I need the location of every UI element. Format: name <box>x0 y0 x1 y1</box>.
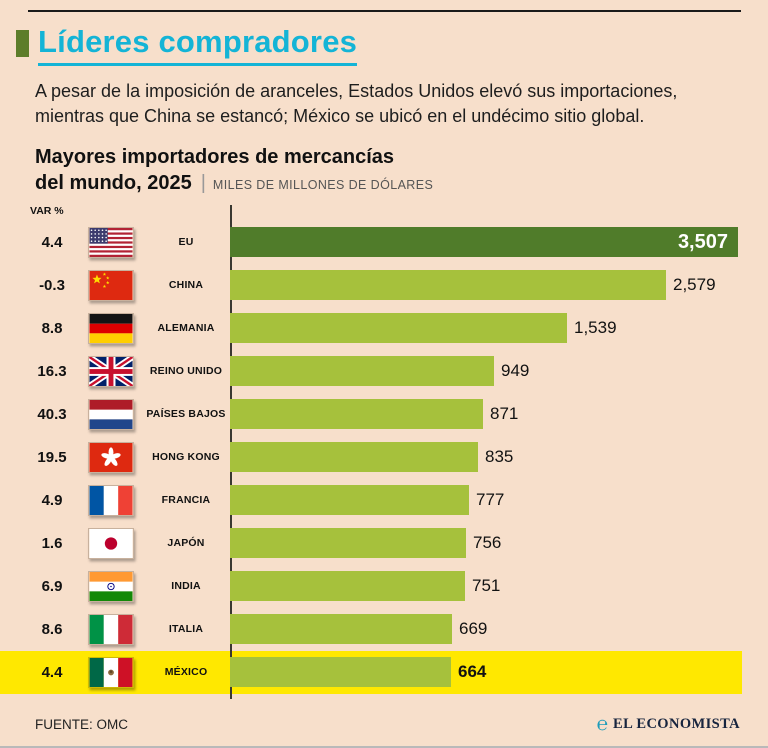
bar-cell: 871 <box>230 399 742 430</box>
importer-row: 4.4 EU 3,507 <box>0 221 742 264</box>
chart-title-line1: Mayores importadores de mercancías <box>35 146 395 169</box>
country-label: PAÍSES BAJOS <box>146 408 226 421</box>
importer-row: 8.6 ITALIA 669 <box>0 608 742 651</box>
flag-hk-icon <box>80 441 142 473</box>
import-value: 2,579 <box>673 275 716 295</box>
header: Líderes compradores <box>0 0 768 66</box>
title-bullet <box>16 30 29 57</box>
chart-title-line2: del mundo, 2025 | MILES DE MILLONES DE DÓL… <box>35 171 768 197</box>
importer-row: 4.9 FRANCIA 777 <box>0 479 742 522</box>
chart-rows: 4.4 EU 3,507 -0.3 CHINA 2,579 8.8 ALEMANIA 1,539… <box>0 221 742 694</box>
importer-row: 40.3 PAÍSES BAJOS 871 <box>0 393 742 436</box>
flag-jp-icon <box>80 527 142 559</box>
var-percent-value: 16.3 <box>37 362 67 380</box>
var-percent-value: 6.9 <box>41 577 63 595</box>
intro-line1: A pesar de la imposición de aranceles, E… <box>35 81 678 101</box>
import-bar <box>230 442 478 473</box>
top-rule <box>28 10 741 12</box>
import-bar <box>230 614 452 645</box>
var-percent-value: 4.4 <box>41 663 63 681</box>
country-label: EU <box>178 236 194 249</box>
import-bar <box>230 571 465 602</box>
title-units-divider: | <box>200 171 206 194</box>
intro-text: A pesar de la imposición de aranceles, E… <box>35 79 738 129</box>
import-value: 756 <box>473 533 502 553</box>
country-label: CHINA <box>168 279 204 292</box>
bar-cell: 3,507 <box>230 227 742 258</box>
flag-cn-icon <box>80 269 142 301</box>
source-label: FUENTE: OMC <box>35 717 128 732</box>
importer-row: 19.5 HONG KONG 835 <box>0 436 742 479</box>
flag-in-icon <box>80 570 142 602</box>
flag-us-icon <box>80 226 142 258</box>
import-value: 949 <box>501 361 530 381</box>
import-bar: 3,507 <box>230 227 738 258</box>
import-value: 669 <box>459 619 488 639</box>
intro-line2: mientras que China se estancó; México se… <box>35 106 645 127</box>
bar-cell: 2,579 <box>230 270 742 301</box>
country-label: HONG KONG <box>152 451 220 464</box>
import-value: 1,539 <box>574 318 617 338</box>
var-percent-value: 19.5 <box>37 448 67 466</box>
bar-cell: 777 <box>230 485 742 516</box>
flag-de-icon <box>80 312 142 344</box>
bar-cell: 664 <box>230 657 742 688</box>
bar-cell: 949 <box>230 356 742 387</box>
el-economista-logo-icon: ℮ <box>596 714 608 735</box>
import-value: 871 <box>490 404 519 424</box>
importer-row: 16.3 REINO UNIDO 949 <box>0 350 742 393</box>
bar-cell: 756 <box>230 528 742 559</box>
var-percent-value: 8.6 <box>41 620 63 638</box>
brand-logo: ℮ EL ECONOMISTA <box>597 715 740 734</box>
country-label: JAPÓN <box>167 537 205 550</box>
bar-cell: 669 <box>230 614 742 645</box>
units-label: MILES DE MILLONES DE DÓLARES <box>212 177 434 192</box>
var-percent-value: 4.9 <box>41 491 63 509</box>
country-label: REINO UNIDO <box>149 365 223 378</box>
import-value: 777 <box>476 490 505 510</box>
import-value: 835 <box>485 447 514 467</box>
importer-row: 4.4 MÉXICO 664 <box>0 650 742 694</box>
country-label: ITALIA <box>168 623 204 636</box>
bar-cell: 751 <box>230 571 742 602</box>
country-label: ALEMANIA <box>157 322 215 335</box>
bar-chart: VAR % 4.4 EU 3,507 -0.3 CHINA 2,579 8.8 ALEMANI… <box>0 204 768 699</box>
country-label: MÉXICO <box>164 666 208 679</box>
country-label: FRANCIA <box>161 494 211 507</box>
flag-nl-icon <box>80 398 142 430</box>
importer-row: 6.9 INDIA 751 <box>0 565 742 608</box>
footer: FUENTE: OMC ℮ EL ECONOMISTA <box>35 715 740 734</box>
bar-cell: 835 <box>230 442 742 473</box>
flag-mx-icon <box>80 656 142 688</box>
var-percent-value: -0.3 <box>39 276 65 294</box>
brand-name: EL ECONOMISTA <box>613 716 740 732</box>
import-bar <box>230 313 567 344</box>
flag-fr-icon <box>80 484 142 516</box>
import-value: 751 <box>472 576 501 596</box>
import-bar <box>230 399 483 430</box>
import-bar <box>230 270 666 301</box>
importer-row: -0.3 CHINA 2,579 <box>0 264 742 307</box>
import-value: 664 <box>458 662 487 682</box>
import-bar <box>230 657 451 688</box>
import-value: 3,507 <box>677 230 728 253</box>
var-percent-value: 40.3 <box>37 405 67 423</box>
country-label: INDIA <box>171 580 201 593</box>
importer-row: 8.8 ALEMANIA 1,539 <box>0 307 742 350</box>
import-bar <box>230 528 466 559</box>
chart-title: Mayores importadores de mercancías del m… <box>35 145 768 196</box>
bar-cell: 1,539 <box>230 313 742 344</box>
importer-row: 1.6 JAPÓN 756 <box>0 522 742 565</box>
flag-gb-icon <box>80 355 142 387</box>
var-percent-value: 1.6 <box>41 534 63 552</box>
import-bar <box>230 485 469 516</box>
flag-it-icon <box>80 613 142 645</box>
var-percent-value: 8.8 <box>41 319 63 337</box>
import-bar <box>230 356 494 387</box>
page-title: Líderes compradores <box>38 26 358 66</box>
var-percent-value: 4.4 <box>41 233 63 251</box>
chart-title-year: del mundo, 2025 <box>35 171 192 194</box>
var-percent-header: VAR % <box>30 204 64 217</box>
